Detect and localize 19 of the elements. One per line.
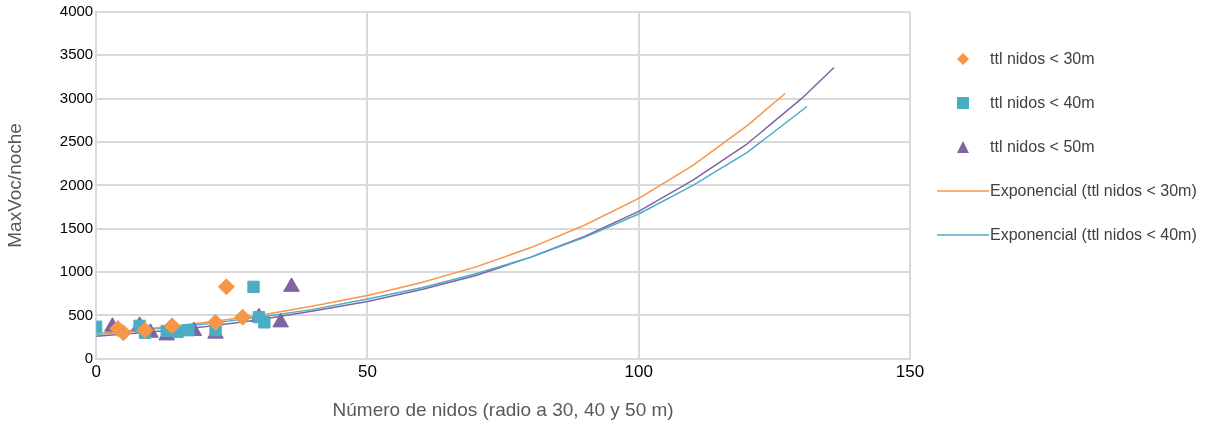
x-axis-title: Número de nidos (radio a 30, 40 y 50 m) [332, 398, 674, 420]
legend-label: ttl nidos < 40m [990, 93, 1095, 113]
y-tick-label: 2000 [59, 175, 94, 193]
legend-label: Exponencial (ttl nidos < 40m) [990, 225, 1197, 245]
y-tick-label: 0 [84, 348, 94, 366]
y-axis-title: MaxVoc/noche [3, 123, 25, 248]
x-tick-label: 150 [895, 361, 925, 381]
y-tick-label: 1000 [59, 262, 94, 280]
y-tick-label: 3500 [59, 45, 94, 63]
x-tick-label: 100 [624, 361, 653, 381]
legend-label: ttl nidos < 50m [990, 137, 1095, 157]
legend-label: ttl nidos < 30m [990, 49, 1095, 69]
legend-label: Exponencial (ttl nidos < 30m) [990, 181, 1197, 201]
y-tick-label: 2500 [59, 132, 94, 150]
y-tick-label: 500 [68, 305, 94, 323]
y-tick-label: 3000 [59, 88, 94, 106]
x-tick-label: 50 [357, 361, 377, 381]
y-tick-label: 4000 [59, 2, 94, 20]
y-tick-label: 1500 [59, 218, 94, 236]
